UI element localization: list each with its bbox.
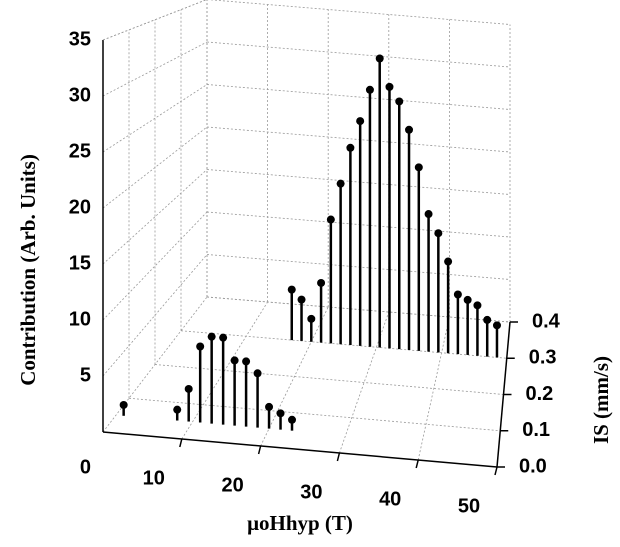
stem-head [414, 163, 423, 172]
stem-head [346, 143, 355, 152]
y-tick-label: 0.0 [519, 455, 547, 477]
y-axis-title: IS (mm/s) [589, 356, 613, 444]
grid-line [102, 211, 208, 321]
y-tick-label: 0.3 [529, 347, 557, 369]
tick [179, 438, 183, 448]
stem-head [207, 332, 216, 341]
stem-head [242, 357, 251, 366]
y-tick-label: 0.1 [522, 419, 550, 441]
y-tick-label: 0.4 [532, 310, 561, 332]
grid-line [206, 169, 511, 195]
stem-head [297, 295, 306, 304]
stem-head [196, 342, 205, 351]
grid-line [102, 254, 208, 377]
stem-head [453, 290, 462, 299]
stem-head [326, 215, 335, 224]
z-tick-label: 0 [80, 456, 91, 478]
grid-line [260, 306, 329, 447]
grid-line [417, 316, 450, 461]
z-tick-label: 5 [80, 364, 91, 386]
stem-head [336, 179, 345, 188]
grid-line [102, 41, 208, 97]
stem-head [444, 257, 453, 266]
grid-line [128, 397, 501, 432]
stem-head [317, 278, 326, 287]
grid-line [102, 84, 208, 153]
z-tick-label: 35 [69, 28, 91, 50]
z-tick-label: 20 [69, 196, 91, 218]
tick [257, 445, 262, 455]
stem-head [253, 369, 262, 378]
x-tick-label: 40 [379, 488, 401, 510]
grid-line [206, 254, 511, 280]
stem-head [219, 333, 228, 342]
stem-head [473, 301, 482, 310]
stem-head [492, 321, 501, 330]
y-tick-label: 0.2 [526, 383, 554, 405]
stem-head [365, 85, 374, 94]
grid-line [206, 126, 511, 153]
stem-head [287, 285, 296, 294]
x-tick-label: 30 [300, 481, 322, 503]
axis-line [102, 431, 498, 468]
stem-head [463, 295, 472, 304]
stem-head [405, 125, 414, 134]
stem-head [375, 54, 384, 63]
z-tick-label: 30 [69, 84, 91, 106]
x-tick-label: 20 [221, 474, 243, 496]
stem-head [230, 356, 239, 365]
x-axis-title: μoHhyp (T) [247, 511, 353, 535]
grid-line [154, 364, 504, 395]
stem-head [119, 400, 128, 409]
z-tick-label: 25 [69, 140, 91, 162]
stem-head [434, 229, 443, 238]
grid-line [102, 169, 208, 265]
grid-line [206, 84, 511, 110]
stem-head [184, 384, 193, 393]
tick [494, 466, 498, 476]
stem-head [307, 314, 316, 323]
stem-head [385, 82, 394, 91]
grid-line [206, 296, 511, 323]
z-tick-label: 10 [69, 308, 91, 330]
tick [336, 452, 341, 462]
stem-head [173, 405, 182, 414]
tick [415, 459, 419, 469]
grid-line [206, 41, 511, 68]
stem-head [276, 409, 285, 418]
stem-head [395, 97, 404, 106]
grid-line [206, 211, 511, 238]
axis-line [102, 0, 207, 41]
grid-line [180, 330, 507, 359]
stem-head [483, 315, 492, 324]
grid-line [208, 0, 511, 25]
stem-head [265, 402, 274, 411]
stem-head [356, 117, 365, 126]
z-tick-label: 15 [69, 252, 91, 274]
x-tick-label: 50 [458, 495, 480, 517]
stem-head [288, 415, 297, 424]
stem-head [424, 210, 433, 219]
z-axis-title: Contribution (Arb. Units) [16, 154, 40, 386]
x-tick-label: 10 [143, 467, 165, 489]
